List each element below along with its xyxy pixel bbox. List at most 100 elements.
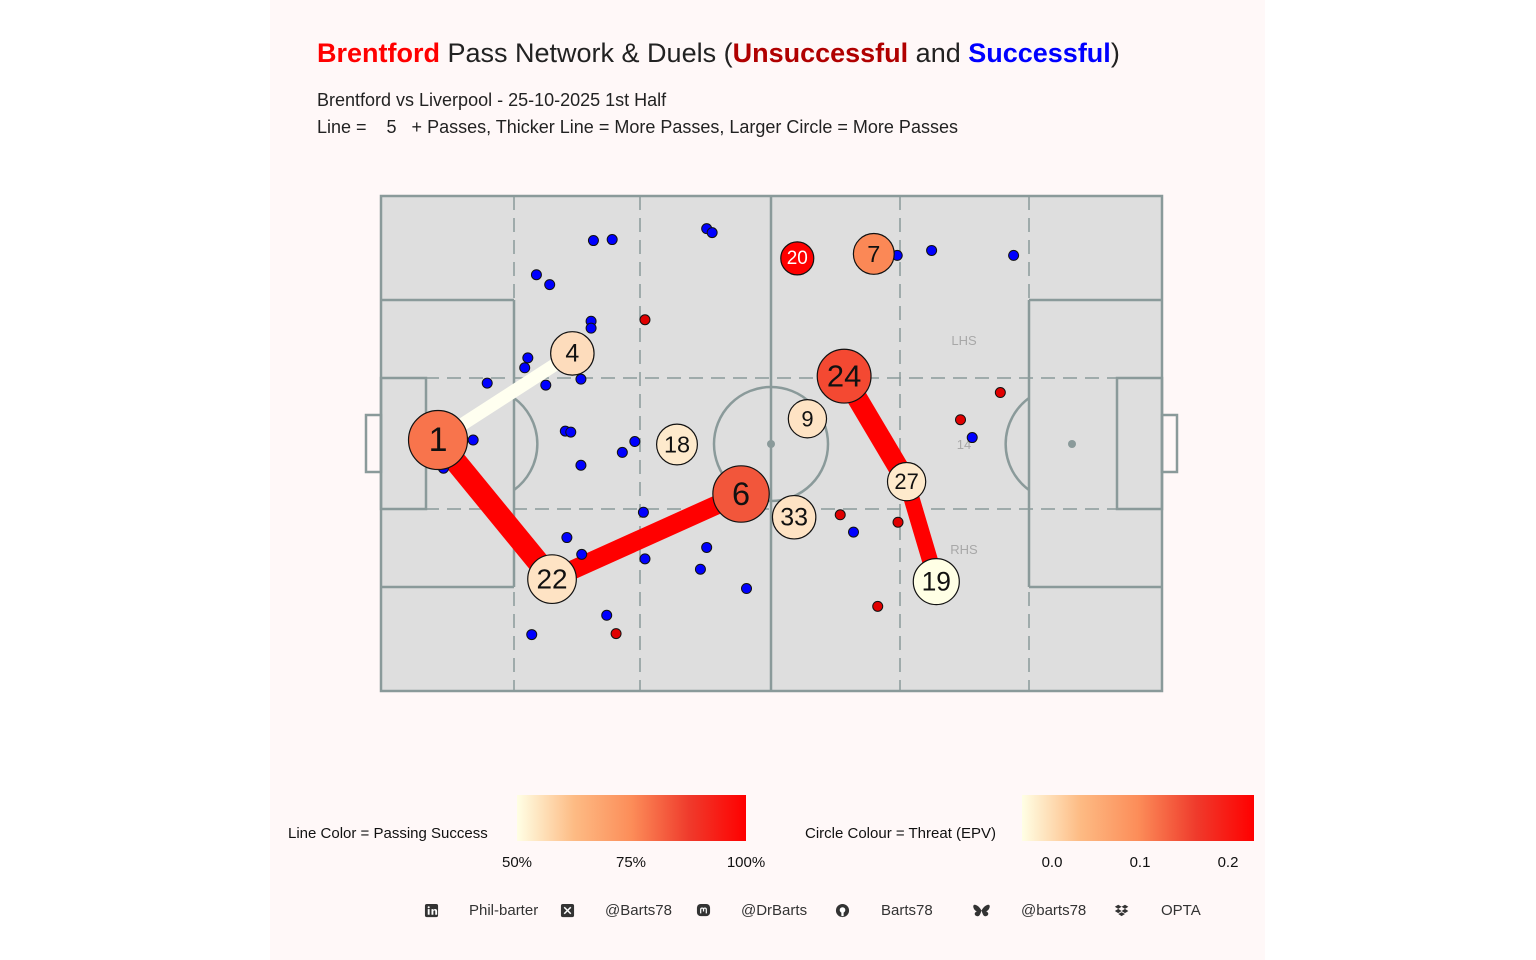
player-node-4: 4	[550, 331, 595, 376]
player-number-label: 20	[787, 248, 808, 269]
player-circle	[780, 241, 815, 276]
x-icon[interactable]	[560, 903, 575, 918]
footer-dropbox[interactable]: OPTA	[1161, 902, 1201, 919]
duel-won-point	[629, 436, 641, 448]
player-circle	[407, 409, 469, 471]
title-and: and	[908, 38, 969, 68]
footer-x[interactable]: @Barts78	[605, 902, 672, 919]
duel-won-point	[530, 269, 542, 281]
duel-won-point	[576, 548, 588, 560]
chart-subtitle-1: Brentford vs Liverpool - 25-10-2025 1st …	[317, 90, 667, 110]
player-node-19: 19	[912, 558, 960, 606]
player-node-9: 9	[787, 399, 828, 439]
player-circle	[550, 331, 595, 376]
line-legend-tick: 75%	[615, 854, 647, 871]
player-number-label: 4	[565, 339, 579, 367]
duel-lost-point	[994, 387, 1006, 399]
footer-bluesky[interactable]: @barts78	[1021, 902, 1087, 919]
duel-won-point	[966, 432, 978, 444]
chart-subtitle-2: Line = 5 + Passes, Thicker Line = More P…	[317, 117, 958, 137]
duel-won-point	[639, 553, 651, 565]
centre-zone-label: 14	[957, 437, 971, 452]
title-team: Brentford	[317, 38, 440, 68]
rhs-label: RHS	[950, 542, 978, 557]
line-legend-tick: 100%	[726, 854, 766, 871]
player-node-22: 22	[527, 554, 577, 605]
player-number-label: 6	[732, 476, 750, 512]
duel-lost-point	[892, 516, 904, 528]
player-number-label: 18	[664, 431, 690, 457]
left-penalty-arc	[513, 396, 539, 492]
duel-won-point	[741, 583, 753, 595]
duel-won-point	[694, 563, 706, 575]
duel-won-point	[701, 541, 713, 553]
duel-won-point	[575, 373, 587, 385]
dropbox-icon[interactable]	[1114, 903, 1129, 918]
footer-mastodon[interactable]: @DrBarts	[741, 902, 808, 919]
duel-won-point	[848, 526, 860, 538]
duel-won-point	[467, 434, 479, 446]
duel-lost-point	[834, 509, 846, 521]
centre-circle	[712, 385, 830, 503]
pass-link-22-6	[548, 485, 745, 588]
circle-legend-gradient	[1022, 795, 1254, 841]
duel-lost-point	[872, 600, 884, 612]
duel-won-point	[585, 322, 597, 334]
player-number-label: 1	[429, 421, 448, 459]
circle-legend-title: Circle Colour = Threat (EPV)	[805, 825, 997, 842]
player-node-33: 33	[771, 494, 817, 540]
player-circle	[655, 423, 698, 466]
player-circle	[771, 494, 817, 540]
title-unsuccessful: Unsuccessful	[732, 38, 909, 68]
title-mid: Pass Network & Duels (	[440, 38, 733, 68]
duel-lost-point	[639, 314, 651, 326]
bluesky-icon[interactable]	[972, 903, 991, 918]
duel-won-point	[616, 446, 628, 458]
duel-won-point	[601, 609, 613, 621]
duel-won-point	[519, 362, 531, 374]
duel-won-point	[1008, 249, 1020, 261]
github-icon[interactable]	[835, 903, 850, 918]
mastodon-icon[interactable]	[696, 903, 711, 918]
lhs-label: LHS	[951, 333, 977, 348]
duel-won-point	[587, 235, 599, 247]
duel-won-point	[575, 459, 587, 471]
duel-won-point	[565, 426, 577, 438]
chart-title: Brentford Pass Network & Duels (Unsucces…	[317, 38, 1120, 69]
player-number-label: 24	[827, 359, 861, 394]
circle-legend-tick: 0.1	[1129, 854, 1151, 871]
duel-won-point	[526, 629, 538, 641]
player-node-27: 27	[886, 461, 927, 502]
player-circle	[912, 558, 960, 606]
player-circle	[527, 554, 577, 605]
right-goal	[1160, 413, 1179, 474]
player-node-6: 6	[712, 465, 770, 523]
player-node-20: 20	[780, 241, 815, 276]
footer-linkedin[interactable]: Phil-barter	[469, 902, 539, 919]
duel-won-point	[544, 279, 556, 291]
duel-lost-point	[955, 414, 967, 426]
duel-won-point	[637, 506, 649, 518]
title-successful: Successful	[968, 38, 1111, 68]
pitch: LHS RHS 14	[364, 194, 1179, 693]
duel-won-point	[926, 244, 938, 256]
circle-legend-tick: 0.0	[1041, 854, 1063, 871]
duel-won-point	[706, 227, 718, 239]
player-circle	[852, 232, 895, 275]
duel-won-point	[522, 352, 534, 364]
centre-spot	[767, 440, 775, 448]
player-circle	[712, 465, 770, 523]
right-penalty-arc	[1004, 396, 1030, 492]
footer-github[interactable]: Barts78	[881, 902, 933, 919]
line-legend-tick: 50%	[501, 854, 533, 871]
player-node-7: 7	[852, 232, 895, 275]
player-node-1: 1	[407, 409, 469, 471]
player-circle	[787, 399, 828, 439]
players: 1 4 22 6 18 33 9 24 27 19 7 20	[407, 232, 960, 606]
line-legend-gradient	[517, 795, 746, 841]
player-number-label: 19	[922, 567, 951, 597]
linkedin-icon[interactable]	[424, 903, 439, 918]
player-circle	[886, 461, 927, 502]
duel-won-point	[481, 377, 493, 389]
